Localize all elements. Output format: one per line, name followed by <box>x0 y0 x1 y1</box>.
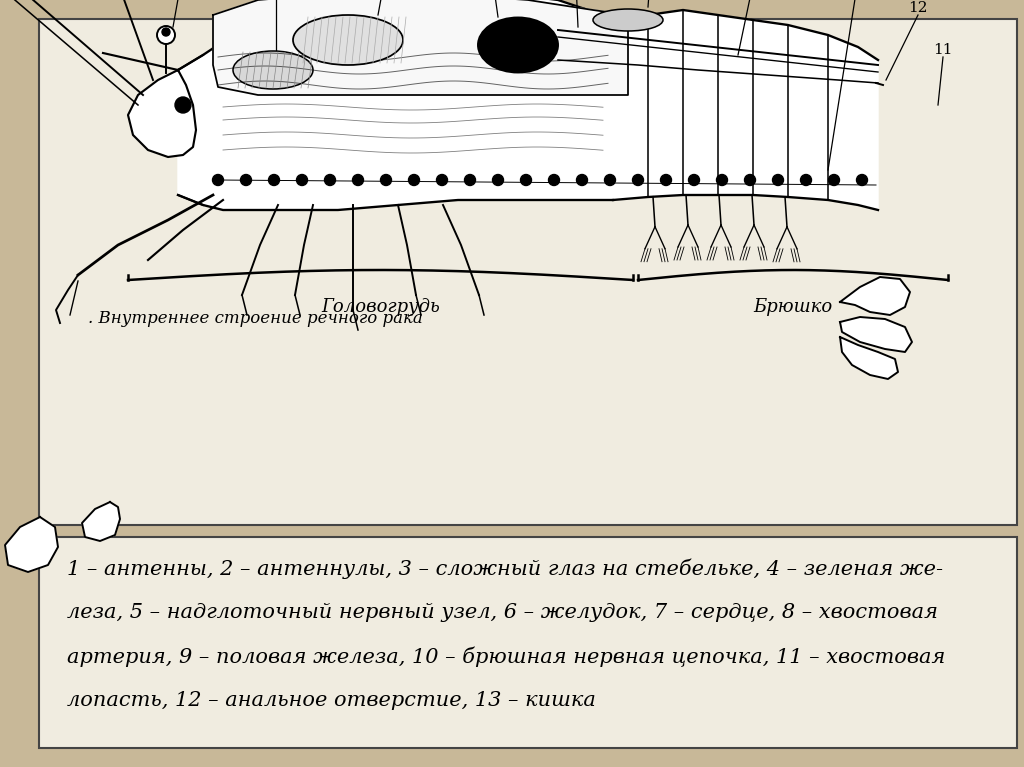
Circle shape <box>409 175 420 186</box>
Text: 11: 11 <box>933 43 952 57</box>
Polygon shape <box>213 0 628 95</box>
Circle shape <box>688 175 699 186</box>
Text: . Внутреннее строение речного рака: . Внутреннее строение речного рака <box>88 310 423 327</box>
Circle shape <box>856 175 867 186</box>
Circle shape <box>241 175 252 186</box>
Circle shape <box>268 175 280 186</box>
Text: лопасть, 12 – анальное отверстие, 13 – кишка: лопасть, 12 – анальное отверстие, 13 – к… <box>67 691 596 709</box>
Bar <box>39 19 1017 525</box>
Circle shape <box>633 175 643 186</box>
Circle shape <box>660 175 672 186</box>
Circle shape <box>325 175 336 186</box>
Circle shape <box>175 97 191 113</box>
Circle shape <box>157 26 175 44</box>
Ellipse shape <box>293 15 403 65</box>
Text: 1 – антенны, 2 – антеннулы, 3 – сложный глаз на стебельке, 4 – зеленая же-: 1 – антенны, 2 – антеннулы, 3 – сложный … <box>67 559 943 579</box>
Ellipse shape <box>478 18 558 73</box>
Polygon shape <box>82 502 120 541</box>
Circle shape <box>465 175 475 186</box>
Text: Брюшко: Брюшко <box>754 298 833 316</box>
Text: Головогрудь: Головогрудь <box>322 298 440 316</box>
Text: артерия, 9 – половая железа, 10 – брюшная нервная цепочка, 11 – хвостовая: артерия, 9 – половая железа, 10 – брюшна… <box>67 647 945 667</box>
Circle shape <box>801 175 811 186</box>
Circle shape <box>213 175 223 186</box>
Circle shape <box>352 175 364 186</box>
Text: леза, 5 – надглоточный нервный узел, 6 – желудок, 7 – сердце, 8 – хвостовая: леза, 5 – надглоточный нервный узел, 6 –… <box>67 603 938 622</box>
Circle shape <box>436 175 447 186</box>
Circle shape <box>717 175 727 186</box>
Circle shape <box>297 175 307 186</box>
Circle shape <box>162 28 170 36</box>
Polygon shape <box>840 317 912 352</box>
Circle shape <box>493 175 504 186</box>
Circle shape <box>744 175 756 186</box>
Polygon shape <box>5 517 58 572</box>
Circle shape <box>604 175 615 186</box>
Polygon shape <box>840 277 910 315</box>
Circle shape <box>549 175 559 186</box>
Circle shape <box>520 175 531 186</box>
Text: 12: 12 <box>908 1 928 15</box>
Circle shape <box>381 175 391 186</box>
Polygon shape <box>178 0 613 210</box>
Polygon shape <box>613 10 878 210</box>
Ellipse shape <box>593 9 663 31</box>
Ellipse shape <box>233 51 313 89</box>
Polygon shape <box>128 70 196 157</box>
Circle shape <box>577 175 588 186</box>
Circle shape <box>828 175 840 186</box>
Circle shape <box>772 175 783 186</box>
Polygon shape <box>840 337 898 379</box>
Bar <box>39 537 1017 748</box>
